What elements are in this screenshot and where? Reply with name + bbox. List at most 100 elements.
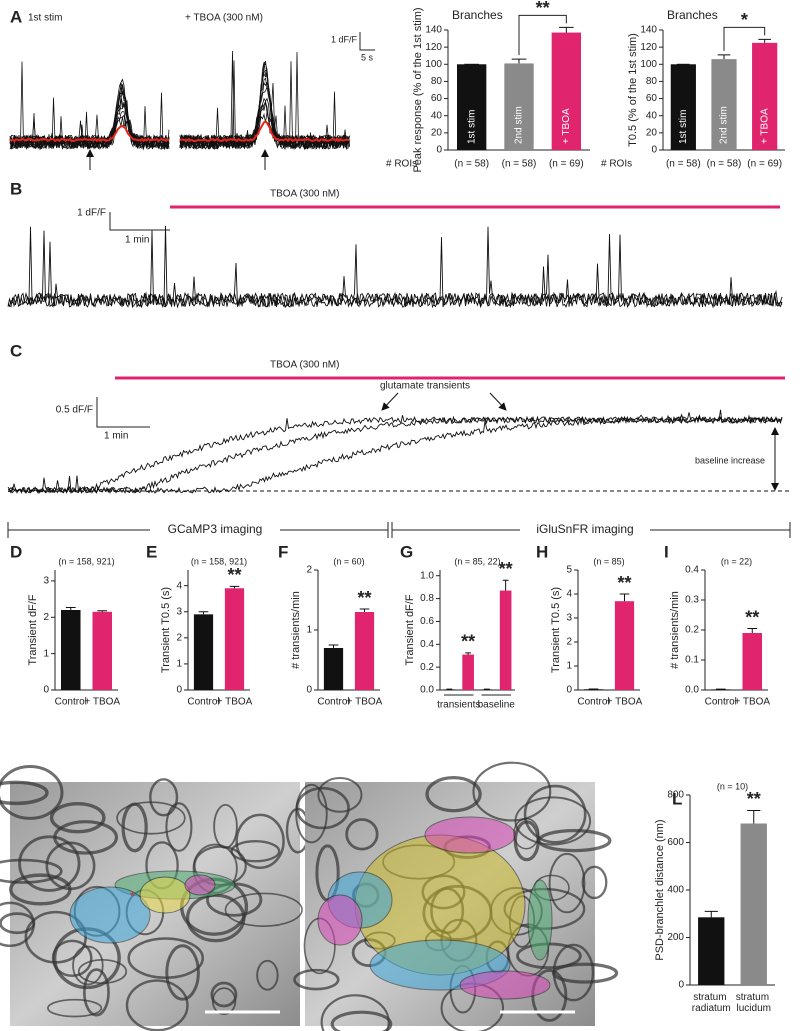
em-membrane [230,840,281,863]
y-tick-label: 0 [306,685,312,696]
y-axis-label: # transients/min [290,591,302,669]
trace [179,85,350,150]
sig-label: ** [536,0,550,18]
y-tick-label: 0.2 [685,625,699,636]
trace [9,124,170,143]
trace [179,61,350,151]
y-tick-label: 400 [667,885,684,896]
y-tick-label: 0 [566,685,572,696]
panel-letter: I [664,542,669,561]
em-membrane [53,820,119,855]
trace [7,226,783,309]
error-bar [97,610,108,612]
y-tick-label: 3 [566,613,572,624]
y-tick-label: 2 [566,637,572,648]
em-membrane [213,803,238,849]
y-tick-label: 2 [306,565,312,576]
bar [670,64,696,150]
marker: * [130,889,135,903]
trace [179,77,350,150]
group-label: baseline [478,700,516,711]
y-tick-label: 0.1 [685,655,699,666]
y-axis-label: Peak response (% of the 1st stim) [412,7,424,172]
y-tick-label: 4 [566,589,572,600]
scale-bar [109,212,170,231]
n-note: (n = 60) [333,556,364,566]
em-membrane [18,835,81,892]
y-tick-label: 0.0 [685,685,699,696]
n-note: (n = 85) [593,556,624,566]
error-bar [758,38,771,43]
panel-letter: E [146,542,157,561]
y-axis-label: Transient dF/F [404,594,416,665]
y-tick-label: 40 [646,110,658,121]
error-bar [511,58,527,64]
bar-label: 1st stim [466,110,477,144]
section-label: iGluSnFR imaging [536,522,633,536]
y-axis-label: # transients/min [669,591,681,669]
em-segment [317,894,363,946]
chart-title: Branches [667,8,718,22]
drug-label: TBOA (300 nM) [270,360,339,371]
y-tick-label: 120 [640,42,657,53]
error-bar [717,54,731,60]
sig-label: ** [747,789,761,809]
y-tick-label: 5 [566,565,572,576]
sig-label: ** [357,588,371,608]
bar [462,654,474,690]
y-tick-label: 2 [43,612,49,623]
y-axis-label: Transient T0.5 (s) [550,587,562,673]
em-membrane [77,958,128,985]
bar [323,648,344,690]
y-tick-label: 0.0 [420,685,434,696]
x-tick-label: + TBOA [84,697,120,708]
bar [443,689,456,690]
error-bar [328,644,339,648]
em-membrane [425,776,482,813]
group-label: transients [437,700,480,711]
em-segment [139,876,191,914]
n-note: (n = 22) [721,556,752,566]
y-tick-label: 3 [176,606,182,617]
em-membrane [256,959,279,991]
y-tick-label: 1 [566,661,572,672]
error-bar [229,585,240,589]
em-membrane [224,892,303,927]
bar [710,689,731,690]
bar [742,633,763,690]
em-membrane [523,784,587,844]
section-bg [520,520,650,540]
em-membrane [72,945,104,986]
y-tick-label: 140 [425,25,442,36]
y-tick-label: 60 [431,93,443,104]
trace [9,61,170,150]
em-membrane [165,944,200,1001]
y-tick-label: 140 [640,25,657,36]
scale-label: 5 s [361,52,374,62]
em-segment [184,874,216,896]
trace-label: + TBOA (300 nM) [185,13,263,24]
em-segment [459,970,551,1000]
scale-label: 1 dF/F [331,34,358,44]
n-label: (n = 58) [502,159,537,170]
error-bar [619,593,630,602]
y-tick-label: 2 [176,632,182,643]
em-membrane [210,981,238,1008]
annotation: baseline increase [695,455,765,465]
em-membrane [320,994,390,1031]
error-bar [747,809,761,824]
scale-bar [96,397,150,428]
em-membrane [83,968,110,1017]
y-tick-label: 0 [176,685,182,696]
bar [583,689,604,690]
bar-label: 1st stim [678,110,689,144]
error-bar [65,606,76,610]
em-segment [69,886,151,944]
n-note: (n = 158, 921) [58,556,114,566]
y-tick-label: 20 [431,127,443,138]
y-tick-label: 0.4 [420,639,434,650]
annotation: glutamate transients [380,381,470,392]
y-tick-label: 0 [436,145,442,156]
em-membrane [581,865,608,900]
bar-label: 2nd stim [514,106,525,144]
